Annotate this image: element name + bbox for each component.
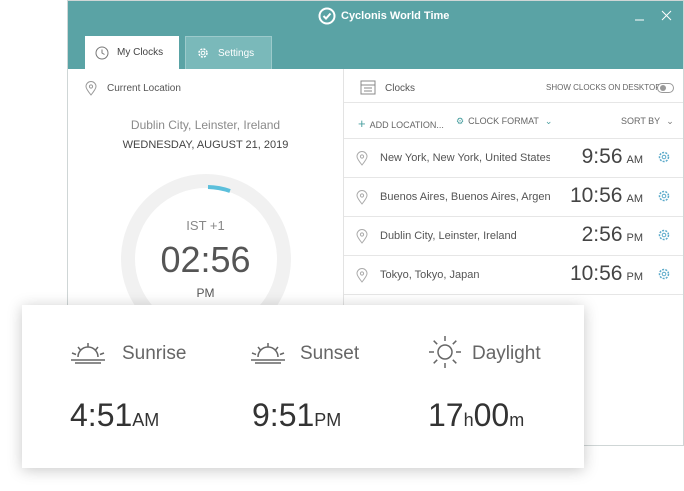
sunset-label: Sunset xyxy=(300,343,360,364)
date: WEDNESDAY, AUGUST 21, 2019 xyxy=(122,139,289,151)
tab-my-clocks[interactable]: My Clocks xyxy=(85,36,179,69)
daylight-icon xyxy=(429,336,461,368)
time: 9:56 xyxy=(581,145,623,168)
gear-icon xyxy=(658,190,670,202)
clock-time: 10:56 AM xyxy=(570,184,643,208)
time: 10:56 xyxy=(569,184,623,207)
pin-icon xyxy=(356,151,368,166)
divider xyxy=(343,69,344,447)
clock-row: Buenos Aires, Buenos Aires, Argen... 10:5… xyxy=(344,178,683,217)
app-logo xyxy=(318,7,336,25)
pin-icon xyxy=(356,190,368,205)
pin-icon xyxy=(356,268,368,283)
sunset-time: 9:51PM xyxy=(252,397,341,434)
clock-format[interactable]: ⚙ CLOCK FORMAT ⌄ xyxy=(456,116,553,126)
period: PM xyxy=(626,232,644,244)
value: 4:51 xyxy=(70,397,133,433)
clock-time: 10:56 PM xyxy=(570,262,643,286)
place: Dublin City, Leinster, Ireland xyxy=(130,118,281,132)
clock-format-label: CLOCK FORMAT xyxy=(468,116,539,126)
title-bar: Cyclonis World Time My Clocks Settings xyxy=(68,1,683,69)
unit: h xyxy=(463,410,474,430)
clock-row: New York, New York, United States 9:56 AM xyxy=(344,139,683,178)
gear-icon xyxy=(658,229,670,241)
pin-icon xyxy=(356,229,368,244)
current-location-heading: Current Location xyxy=(107,83,181,94)
add-location-label: ADD LOCATION... xyxy=(369,120,444,130)
clock-location: Dublin City, Leinster, Ireland xyxy=(380,230,517,242)
add-location[interactable]: + ADD LOCATION... xyxy=(358,116,444,131)
clock-location: New York, New York, United States xyxy=(380,152,550,164)
period: AM xyxy=(626,154,644,166)
sunset-icon xyxy=(251,343,285,364)
tab-label: My Clocks xyxy=(117,47,164,58)
clock-settings[interactable] xyxy=(657,267,671,284)
clock-settings[interactable] xyxy=(657,189,671,206)
period: AM xyxy=(626,193,644,205)
sunrise-time: 4:51AM xyxy=(70,397,159,434)
sunrise-icon xyxy=(71,343,105,364)
gear-icon xyxy=(198,48,208,58)
clock-settings[interactable] xyxy=(657,228,671,245)
window-title: Cyclonis World Time xyxy=(341,10,450,22)
hours: 17 xyxy=(428,397,464,433)
time: 2:56 xyxy=(581,223,623,246)
toggle-label: SHOW CLOCKS ON DESKTOP xyxy=(546,83,661,92)
clock-icon xyxy=(95,46,109,59)
clock-time: 2:56 PM xyxy=(582,223,643,247)
unit: AM xyxy=(132,410,160,430)
time: 10:56 xyxy=(569,262,623,285)
daylight-label: Daylight xyxy=(472,343,541,364)
tab-settings[interactable]: Settings xyxy=(185,36,272,69)
clock-row: Tokyo, Tokyo, Japan 10:56 PM xyxy=(344,256,683,295)
unit: PM xyxy=(314,410,342,430)
tab-label: Settings xyxy=(218,47,255,59)
clocks-icon xyxy=(360,80,376,95)
value: 9:51 xyxy=(252,397,315,433)
sunrise-label: Sunrise xyxy=(122,343,187,364)
clock-row: Dublin City, Leinster, Ireland 2:56 PM xyxy=(344,217,683,256)
unit: m xyxy=(509,410,525,430)
daylight-duration: 17h00m xyxy=(428,397,524,434)
divider xyxy=(344,138,683,139)
clock-settings[interactable] xyxy=(657,150,671,167)
sort-label: SORT BY xyxy=(621,116,661,126)
clock-location: Buenos Aires, Buenos Aires, Argen... xyxy=(380,191,550,203)
desktop-toggle[interactable] xyxy=(657,82,675,94)
sun-card: Sunrise Sunset Daylight 4:51AM 9:51PM 17… xyxy=(22,305,584,468)
gear-icon xyxy=(658,151,670,163)
timezone: IST +1 xyxy=(186,218,225,233)
minutes: 00 xyxy=(473,397,510,433)
divider xyxy=(344,102,683,103)
sort-by[interactable]: SORT BY ⌄ xyxy=(621,116,674,126)
clock-location: Tokyo, Tokyo, Japan xyxy=(380,269,480,281)
period: PM xyxy=(626,271,644,283)
gear-icon xyxy=(658,268,670,280)
current-time: 02:56 xyxy=(160,239,251,280)
clock-time: 9:56 AM xyxy=(582,145,643,169)
clocks-heading: Clocks xyxy=(385,83,416,94)
pin-icon xyxy=(85,81,97,96)
window-controls[interactable] xyxy=(630,9,678,23)
current-period: PM xyxy=(196,286,215,300)
